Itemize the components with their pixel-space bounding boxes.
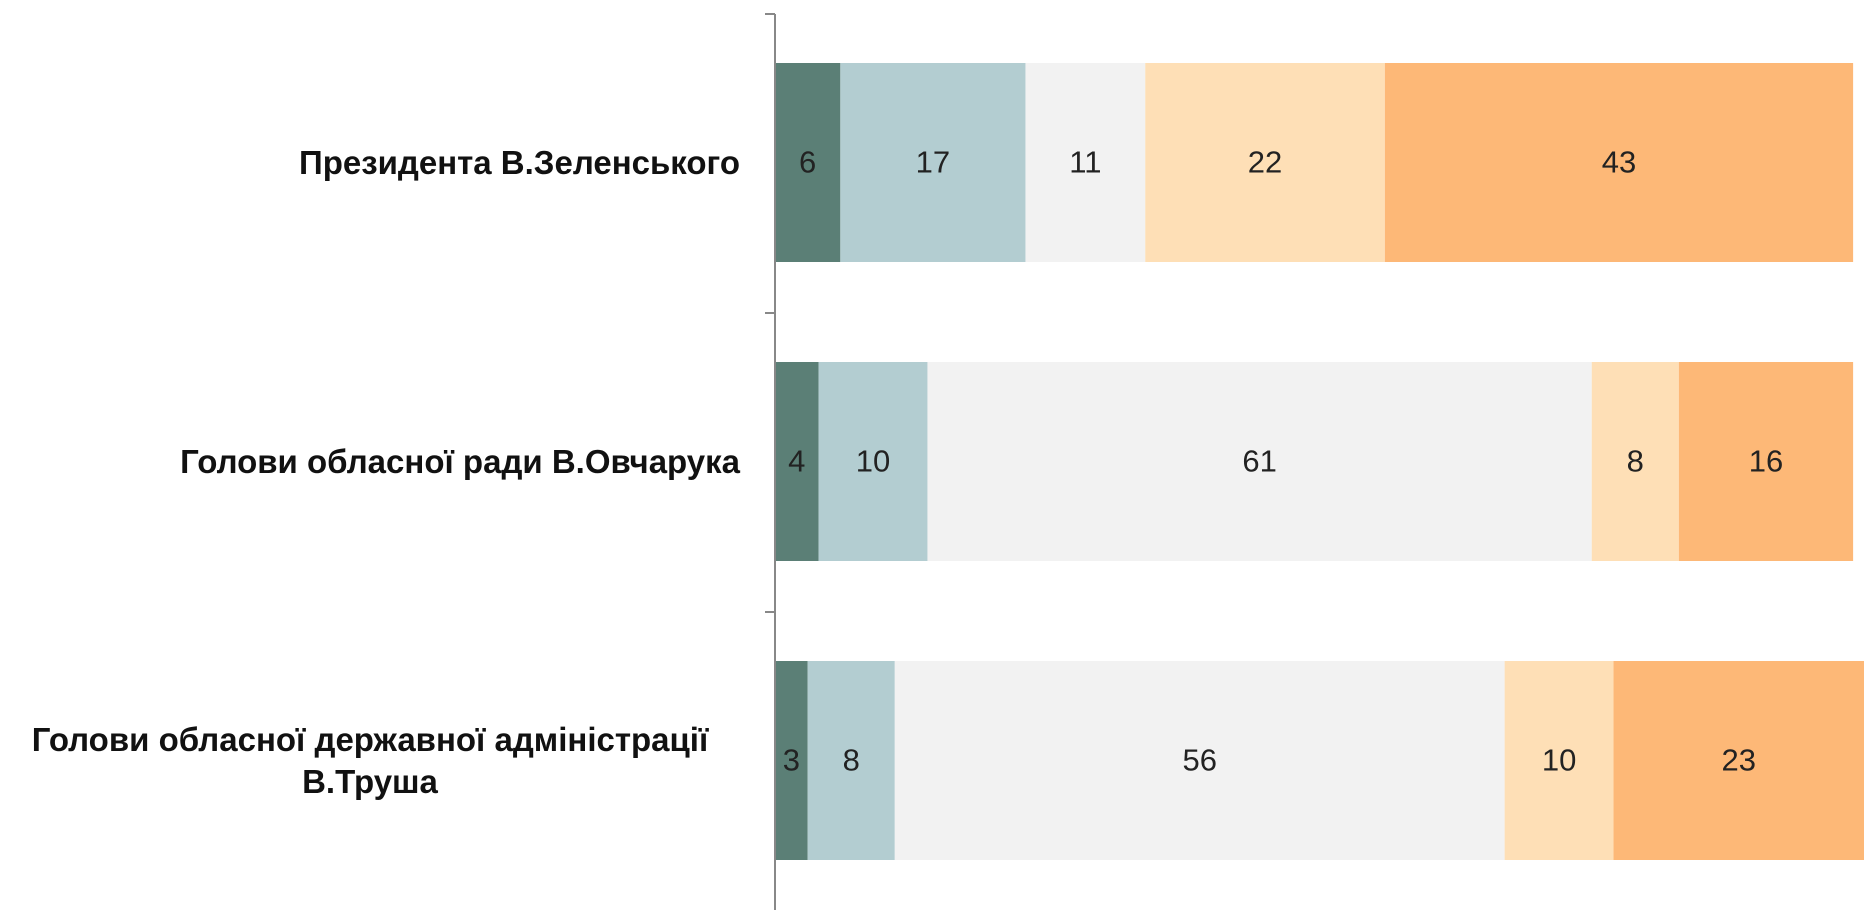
data-label: 61 (1242, 444, 1276, 479)
category-label: Президента В.Зеленського (298, 143, 740, 181)
data-label: 4 (788, 444, 805, 479)
bar-segment (1504, 661, 1614, 860)
bar-segment (775, 362, 819, 561)
data-label: 6 (799, 145, 816, 180)
data-label: 43 (1602, 145, 1636, 180)
bar-segment (1613, 661, 1864, 860)
data-label: 10 (856, 444, 890, 479)
data-label: 17 (916, 145, 950, 180)
category-label-box: Голови обласної державної адміністрації … (0, 661, 740, 860)
bar-segment (775, 661, 808, 860)
bar-segment (775, 63, 841, 262)
bar-segment (927, 362, 1592, 561)
data-label: 8 (1627, 444, 1644, 479)
bar-segment (1025, 63, 1146, 262)
category-label-box: Президента В.Зеленського (0, 63, 740, 262)
bar-segment (1591, 362, 1679, 561)
data-label: 23 (1722, 743, 1756, 778)
bar-segment (1384, 63, 1854, 262)
data-label: 8 (843, 743, 860, 778)
bar-segment (840, 63, 1026, 262)
data-label: 22 (1248, 145, 1282, 180)
category-label: Голови обласної ради В.Овчарука (180, 442, 740, 480)
bar-segment (1678, 362, 1854, 561)
data-label: 16 (1749, 444, 1783, 479)
category-label: Голови обласної державної адміністрації … (31, 721, 709, 800)
bar-segment (807, 661, 895, 860)
bar-segment (1145, 63, 1385, 262)
category-label-box: Голови обласної ради В.Овчарука (0, 362, 740, 561)
bar-segment (894, 661, 1505, 860)
bar-segment (818, 362, 928, 561)
data-label: 3 (783, 743, 800, 778)
data-label: 11 (1069, 145, 1101, 180)
data-label: 10 (1542, 743, 1576, 778)
data-label: 56 (1182, 743, 1216, 778)
